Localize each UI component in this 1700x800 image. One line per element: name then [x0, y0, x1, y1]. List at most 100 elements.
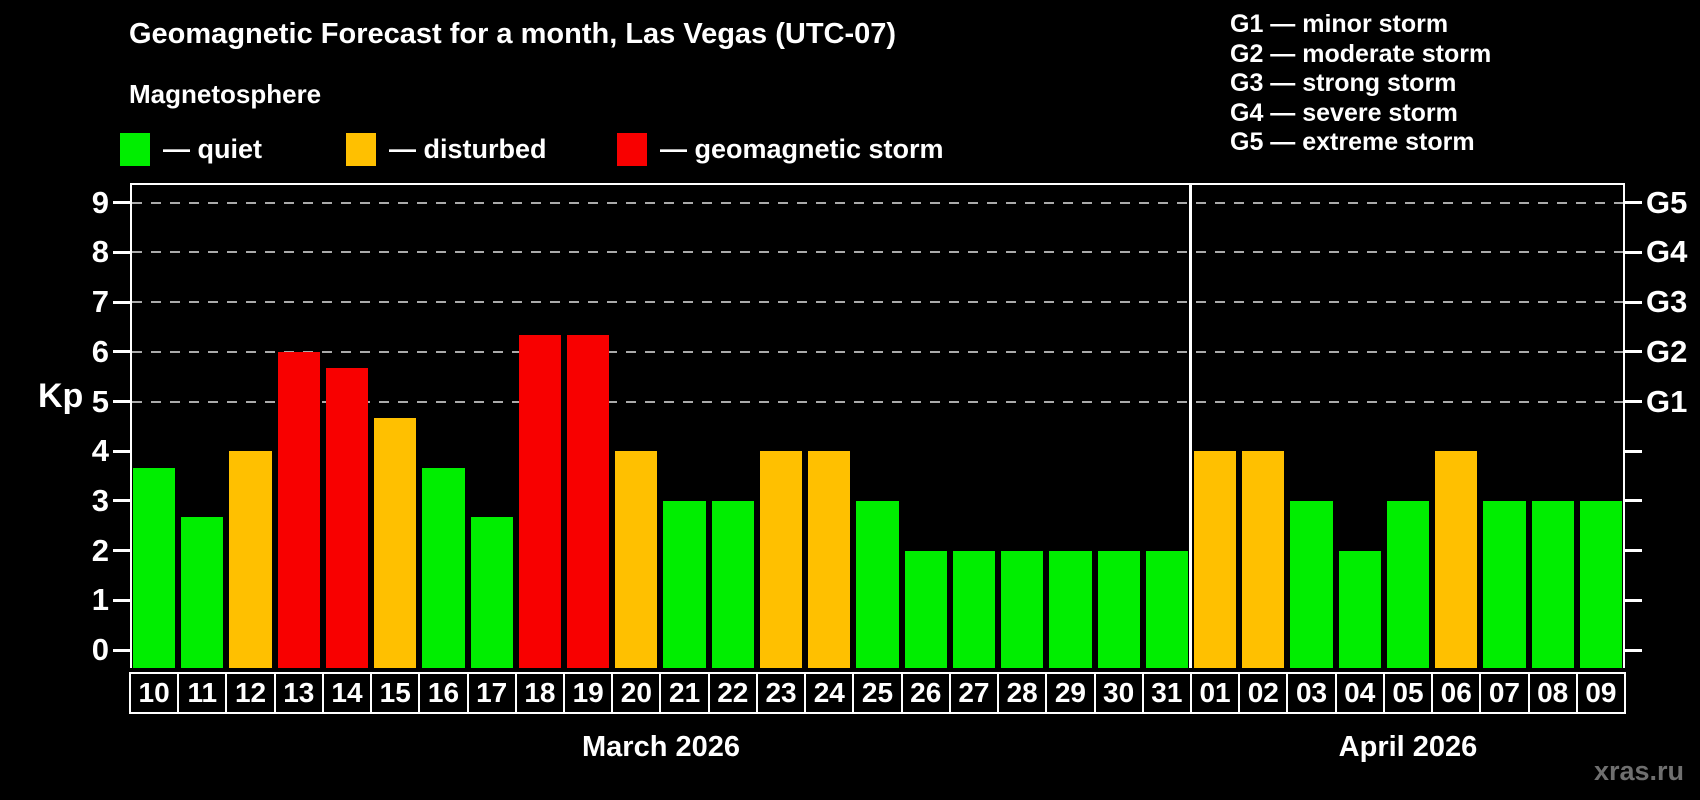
day-label-march-23: 23: [755, 672, 807, 714]
kp-bar-april-04: [1338, 550, 1381, 668]
day-label-april-08: 08: [1527, 672, 1578, 714]
g-legend-line-g4: G4 — severe storm: [1230, 98, 1458, 127]
month-separator: [1189, 185, 1193, 668]
day-label-march-24: 24: [804, 672, 855, 714]
y-tick-right-8: [1625, 250, 1642, 254]
g-legend-line-g5: G5 — extreme storm: [1230, 128, 1475, 157]
kp-bar-march-19: [567, 335, 610, 668]
right-axis-label-g5: G5: [1646, 184, 1688, 220]
day-label-march-27: 27: [948, 672, 1000, 714]
g-scale-legend: G1 — minor storm G2 — moderate storm G3 …: [1230, 10, 1491, 158]
kp-bar-march-29: [1049, 550, 1092, 668]
gridline-kp-6: [132, 350, 1623, 353]
kp-bar-march-17: [470, 517, 513, 668]
day-label-march-26: 26: [900, 672, 951, 714]
day-label-march-18: 18: [514, 672, 566, 714]
kp-bar-april-07: [1483, 500, 1526, 668]
kp-bar-march-31: [1145, 550, 1188, 668]
kp-bar-march-25: [856, 500, 899, 668]
day-label-march-12: 12: [225, 672, 276, 714]
y-axis-label-6: 6: [91, 333, 109, 369]
y-axis-label-7: 7: [91, 284, 109, 320]
chart-subtitle: Magnetosphere: [129, 79, 322, 109]
y-tick-left-9: [113, 201, 130, 205]
day-label-april-01: 01: [1189, 672, 1241, 714]
day-label-march-13: 13: [273, 672, 324, 714]
kp-bar-march-20: [615, 451, 658, 668]
y-tick-left-8: [113, 250, 130, 254]
day-label-april-05: 05: [1382, 672, 1434, 714]
day-label-march-30: 30: [1093, 672, 1144, 714]
y-tick-right-9: [1625, 201, 1642, 205]
y-axis-label-0: 0: [91, 632, 109, 667]
legend-label-quiet: — quiet: [163, 133, 262, 164]
y-axis-label-4: 4: [91, 433, 109, 469]
month-label-march: March 2026: [582, 731, 740, 763]
kp-bar-march-16: [422, 467, 465, 668]
day-label-march-10: 10: [129, 672, 180, 714]
day-label-march-28: 28: [997, 672, 1048, 714]
legend-label-storm: — geomagnetic storm: [660, 133, 944, 164]
day-label-march-11: 11: [177, 672, 228, 714]
day-label-march-29: 29: [1045, 672, 1096, 714]
day-label-april-03: 03: [1286, 672, 1337, 714]
y-axis-label-5: 5: [91, 383, 109, 419]
y-tick-right-1: [1625, 598, 1642, 602]
legend-item-quiet: — quiet: [120, 132, 262, 166]
y-tick-left-7: [113, 300, 130, 304]
g-legend-line-g2: G2 — moderate storm: [1230, 39, 1492, 68]
kp-bar-march-18: [518, 335, 562, 668]
kp-bar-march-11: [181, 517, 224, 668]
plot-area: [130, 183, 1625, 668]
y-tick-left-1: [113, 598, 130, 602]
y-tick-right-3: [1625, 499, 1642, 503]
y-tick-left-2: [113, 549, 130, 553]
right-axis-label-g3: G3: [1646, 284, 1688, 320]
day-label-march-17: 17: [466, 672, 517, 714]
legend-item-disturbed: — disturbed: [346, 132, 547, 166]
day-label-march-31: 31: [1141, 672, 1192, 714]
y-axis-label-3: 3: [91, 482, 109, 518]
kp-bar-march-12: [229, 451, 272, 668]
g-legend-line-g3: G3 — strong storm: [1230, 69, 1457, 98]
gridline-kp-5: [132, 400, 1623, 403]
y-axis-label-1: 1: [91, 582, 109, 618]
kp-bar-march-21: [663, 500, 706, 668]
day-label-march-16: 16: [418, 672, 469, 714]
gridline-kp-9: [132, 201, 1623, 204]
legend-item-storm: — geomagnetic storm: [617, 132, 944, 166]
gridline-kp-8: [132, 251, 1623, 254]
y-tick-left-6: [113, 350, 130, 354]
quiet-color-swatch: [120, 132, 150, 166]
kp-bar-march-13: [277, 351, 320, 668]
kp-bar-march-15: [374, 417, 417, 668]
y-tick-right-6: [1625, 350, 1642, 354]
kp-bar-march-22: [711, 500, 754, 668]
legend-label-disturbed: — disturbed: [389, 133, 547, 164]
day-label-april-09: 09: [1575, 672, 1626, 714]
kp-bar-march-27: [952, 550, 996, 668]
day-label-march-15: 15: [370, 672, 421, 714]
day-label-april-02: 02: [1238, 672, 1289, 714]
right-axis-label-g2: G2: [1646, 333, 1688, 369]
disturbed-color-swatch: [346, 132, 376, 166]
kp-bar-march-14: [325, 368, 369, 668]
kp-bar-march-30: [1097, 550, 1140, 668]
y-tick-right-0: [1625, 648, 1642, 652]
y-tick-right-7: [1625, 300, 1642, 304]
right-axis-label-g4: G4: [1646, 234, 1688, 270]
kp-bar-march-23: [759, 451, 803, 668]
kp-bar-april-08: [1531, 500, 1574, 668]
kp-bar-april-06: [1435, 451, 1478, 668]
kp-bar-march-26: [904, 550, 947, 668]
day-label-march-19: 19: [563, 672, 614, 714]
gridline-kp-7: [132, 301, 1623, 304]
y-axis-label-8: 8: [91, 234, 109, 270]
kp-bar-april-01: [1193, 451, 1237, 668]
day-label-march-20: 20: [611, 672, 662, 714]
right-axis-label-g1: G1: [1646, 383, 1688, 419]
y-axis-label-9: 9: [91, 184, 109, 220]
g-legend-line-g1: G1 — minor storm: [1230, 10, 1449, 38]
day-label-march-22: 22: [707, 672, 758, 714]
